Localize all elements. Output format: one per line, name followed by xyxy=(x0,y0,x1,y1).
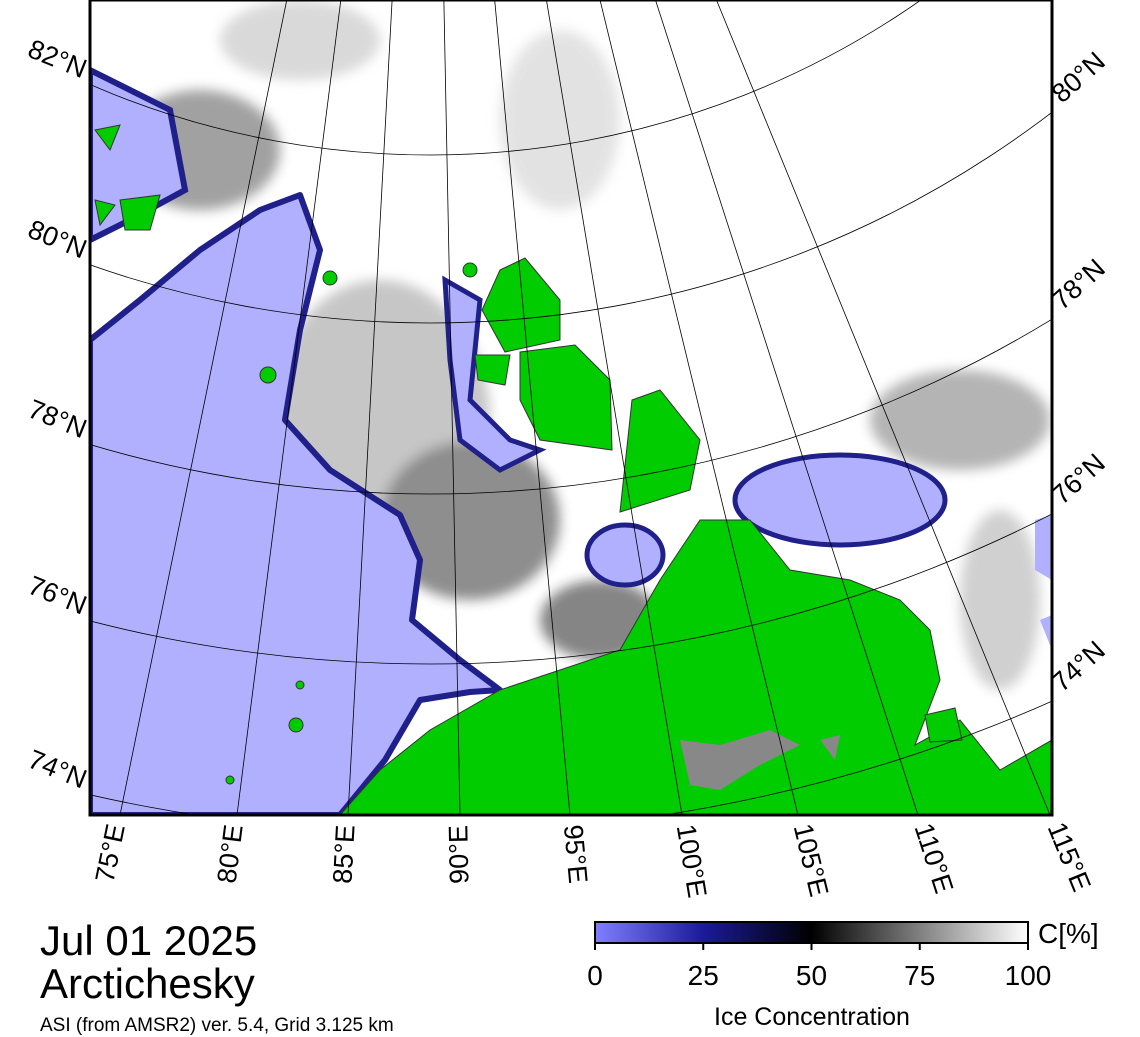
lat-label: 80°N xyxy=(1046,46,1111,109)
map xyxy=(90,0,1052,815)
meridian-line xyxy=(347,0,393,815)
colorbar-tick-label: 50 xyxy=(796,960,827,991)
meridian-line xyxy=(443,0,461,815)
colorbar xyxy=(594,921,1029,944)
colorbar-tick-label: 75 xyxy=(904,960,935,991)
colorbar-ticks: 0 25 50 75 100 xyxy=(587,943,1051,991)
meridian-line xyxy=(236,0,342,815)
graticule xyxy=(90,0,1052,815)
lat-label: 76°N xyxy=(24,570,91,620)
lon-label: 80°E xyxy=(212,823,249,885)
lat-label: 74°N xyxy=(24,744,91,794)
land xyxy=(94,124,1052,815)
lat-label: 76°N xyxy=(1046,448,1111,511)
open-water xyxy=(90,192,503,815)
open-water xyxy=(442,275,547,473)
lon-label: 95°E xyxy=(558,823,593,884)
latitude-line xyxy=(90,0,922,156)
colorbar-tick-label: 0 xyxy=(587,960,603,991)
lon-label: 115°E xyxy=(1042,818,1097,896)
region: Arctichesky xyxy=(40,960,255,1007)
lat-label: 78°N xyxy=(1046,253,1111,316)
lon-label: 85°E xyxy=(327,824,360,884)
lon-label: 105°E xyxy=(788,821,835,900)
lat-label: 82°N xyxy=(24,34,91,84)
open-water xyxy=(1035,515,1052,650)
map-frame xyxy=(88,0,1054,817)
lon-label: 75°E xyxy=(90,821,131,885)
lon-label: 100°E xyxy=(671,822,713,900)
latitude-line xyxy=(90,318,1052,495)
lon-label: 110°E xyxy=(909,819,960,897)
colorbar-tick-label: 25 xyxy=(688,960,719,991)
meridian-line xyxy=(494,0,571,815)
ice-texture xyxy=(120,0,1050,690)
source: ASI (from AMSR2) ver. 5.4, Grid 3.125 km xyxy=(40,1015,394,1036)
land-ice xyxy=(680,730,840,790)
meridian-line xyxy=(655,0,919,815)
colorbar-label: Ice Concentration xyxy=(714,1003,910,1031)
meridian-line xyxy=(599,0,799,815)
meridian-line xyxy=(546,0,683,815)
lat-label: 74°N xyxy=(1046,635,1111,698)
open-water xyxy=(732,452,948,548)
latitude-line xyxy=(90,111,1052,324)
open-water xyxy=(584,522,666,588)
colorbar-unit: C[%] xyxy=(1038,918,1099,949)
lat-label: 78°N xyxy=(24,394,91,444)
colorbar-tick-label: 100 xyxy=(1005,960,1052,991)
meridian-line xyxy=(716,0,1051,815)
date: Jul 01 2025 xyxy=(40,917,257,964)
lon-label: 90°E xyxy=(443,825,474,884)
meridian-line xyxy=(119,0,288,815)
lat-label: 80°N xyxy=(24,214,91,264)
